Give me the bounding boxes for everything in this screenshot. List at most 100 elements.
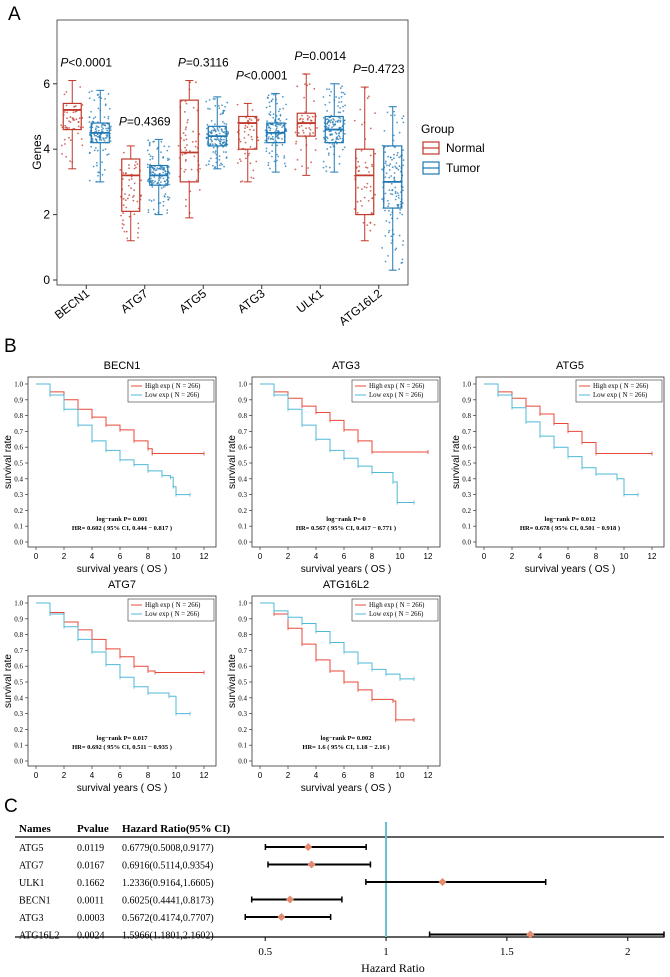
jitter-point — [307, 167, 309, 169]
jitter-point — [136, 163, 139, 166]
jitter-point — [184, 134, 187, 137]
jitter-point — [371, 163, 373, 166]
y-tick-label: 0.9 — [14, 396, 23, 404]
jitter-point — [327, 121, 330, 123]
y-tick-label: 0.9 — [238, 396, 247, 404]
x-tick-label: 0 — [258, 552, 263, 561]
jitter-point — [248, 118, 251, 120]
jitter-point — [160, 187, 163, 189]
jitter-point — [244, 141, 247, 144]
km-frame — [251, 376, 441, 548]
jitter-point — [325, 165, 328, 168]
jitter-point — [268, 101, 271, 104]
jitter-point — [162, 171, 165, 174]
jitter-point — [357, 170, 360, 173]
jitter-point — [183, 170, 186, 173]
y-tick-label: 0.4 — [462, 475, 471, 483]
jitter-point — [128, 164, 130, 166]
jitter-point — [221, 104, 223, 107]
jitter-point — [328, 124, 331, 127]
x-tick-label: 2 — [510, 552, 515, 561]
jitter-point — [164, 172, 167, 175]
jitter-point — [162, 177, 165, 180]
jitter-point — [337, 119, 340, 122]
jitter-point — [395, 195, 398, 198]
jitter-point — [276, 153, 278, 156]
km-curve-low — [36, 383, 190, 496]
jitter-point — [301, 114, 303, 117]
jitter-point — [136, 200, 139, 203]
jitter-point — [225, 157, 228, 160]
jitter-point — [274, 136, 277, 139]
jitter-point — [166, 196, 169, 198]
jitter-point — [384, 209, 386, 212]
jitter-point — [98, 138, 101, 141]
jitter-point — [308, 116, 311, 119]
jitter-point — [353, 119, 356, 122]
jitter-point — [369, 127, 372, 130]
jitter-point — [402, 115, 405, 118]
jitter-point — [283, 162, 286, 165]
jitter-point — [402, 121, 405, 124]
y-tick-label: 0.5 — [14, 679, 23, 687]
jitter-point — [338, 132, 340, 135]
jitter-point — [388, 176, 391, 179]
km-frame — [27, 376, 217, 548]
jitter-point — [63, 138, 66, 141]
km-curve-high — [484, 383, 652, 455]
jitter-point — [88, 91, 91, 94]
jitter-point — [272, 123, 274, 126]
p-value-label: P=0.3116 — [178, 56, 229, 70]
km-curve-high — [260, 383, 428, 453]
jitter-point — [344, 104, 346, 107]
jitter-point — [101, 161, 104, 164]
jitter-point — [162, 200, 165, 203]
jitter-point — [217, 129, 220, 132]
x-tick-label: 0 — [34, 552, 39, 561]
jitter-point — [390, 175, 393, 177]
jitter-point — [105, 127, 108, 130]
y-tick-label: 4 — [43, 142, 50, 156]
jitter-point — [147, 211, 150, 214]
km-curve-low — [260, 383, 414, 503]
km-x-label: survival years ( OS ) — [525, 564, 616, 575]
km-panel: BECN1 0.0 0.1 0.2 0.3 0.4 0.5 0.6 0.7 0.8 0.9 1.0 0 2… — [3, 360, 665, 794]
hr-point — [526, 930, 535, 939]
km-logrank: log−rank P= 0 — [326, 516, 366, 523]
jitter-point — [64, 143, 66, 145]
jitter-point — [127, 184, 130, 187]
forest-row-pvalue: 0.0011 — [77, 896, 104, 907]
jitter-point — [210, 119, 213, 122]
jitter-point — [88, 132, 91, 134]
km-x-label: survival years ( OS ) — [77, 783, 168, 794]
jitter-point — [390, 242, 393, 244]
jitter-point — [94, 116, 97, 118]
jitter-point — [74, 105, 77, 107]
jitter-point — [160, 151, 162, 154]
jitter-point — [322, 116, 325, 119]
jitter-point — [274, 130, 277, 133]
jitter-point — [314, 149, 317, 151]
forest-row-pvalue: 0.0167 — [77, 861, 105, 872]
jitter-point — [97, 174, 99, 177]
jitter-point — [133, 167, 136, 170]
box-normal — [62, 102, 82, 131]
jitter-point — [209, 157, 212, 160]
jitter-point — [306, 117, 309, 120]
jitter-point — [397, 168, 400, 171]
jitter-point — [122, 219, 124, 222]
x-tick-label: 4 — [90, 552, 95, 561]
jitter-point — [68, 127, 70, 129]
jitter-point — [137, 222, 140, 225]
jitter-point — [332, 117, 334, 120]
jitter-point — [213, 123, 216, 126]
jitter-point — [396, 121, 399, 124]
jitter-point — [399, 203, 402, 206]
jitter-point — [97, 93, 100, 96]
jitter-point — [236, 162, 239, 164]
jitter-point — [96, 135, 99, 138]
jitter-point — [276, 125, 278, 128]
jitter-point — [393, 153, 395, 156]
jitter-point — [384, 192, 387, 195]
jitter-point — [366, 182, 369, 185]
